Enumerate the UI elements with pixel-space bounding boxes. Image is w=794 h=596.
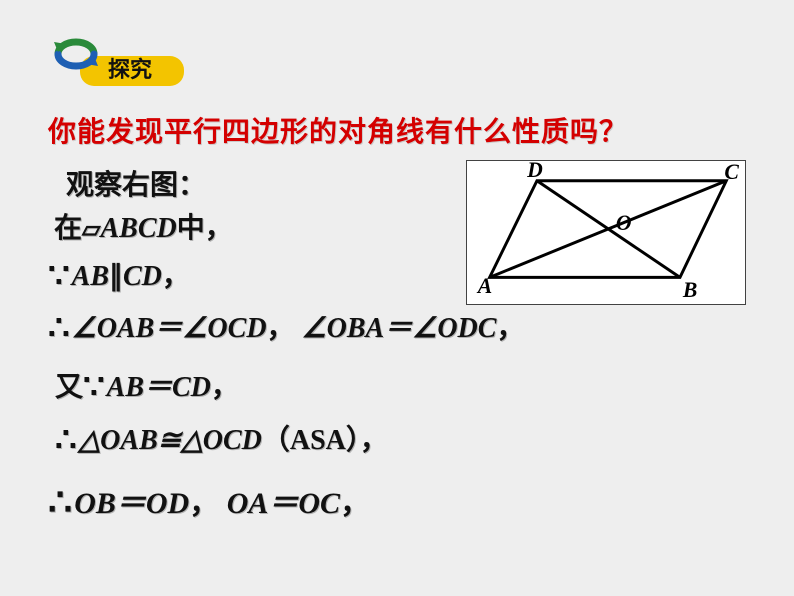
asa-close: ） bbox=[346, 425, 360, 456]
congruent-symbol: ≅ bbox=[158, 425, 181, 456]
explore-badge: 探究 bbox=[48, 30, 188, 90]
in-suffix: 中， bbox=[177, 213, 233, 244]
ab-text: AB bbox=[72, 261, 109, 292]
cd-text: CD bbox=[123, 261, 162, 292]
label-A: A bbox=[476, 274, 492, 298]
tri-oab: △OAB bbox=[79, 425, 158, 456]
parallelogram-diagram: A B C D O bbox=[466, 160, 746, 305]
because-symbol: ∵ bbox=[48, 258, 72, 295]
label-O: O bbox=[616, 211, 632, 235]
therefore-final-line: ∴OB＝OD， OA＝OC， bbox=[48, 474, 748, 533]
angle-eq-2: ∠OBA＝∠ODC bbox=[302, 313, 497, 344]
therefore-congruent-line: ∴△OAB≅△OCD（ASA）， bbox=[48, 415, 748, 468]
parallel-symbol: ∥ bbox=[109, 261, 123, 292]
abcd-text: ABCD bbox=[100, 213, 176, 244]
tri-ocd: △OCD bbox=[181, 425, 262, 456]
parallelogram-symbol: ▱ bbox=[82, 217, 100, 243]
asa-open: （ bbox=[262, 425, 290, 456]
comma-6: ， bbox=[189, 487, 219, 520]
comma-4: ， bbox=[211, 372, 239, 403]
again-text: 又 bbox=[55, 372, 83, 403]
comma-1: ， bbox=[162, 261, 190, 292]
question-text: 你能发现平行四边形的对角线有什么性质吗？ bbox=[48, 110, 748, 150]
comma-2: ， bbox=[267, 313, 295, 344]
therefore-angles-line: ∴∠OAB＝∠OCD， ∠OBA＝∠ODC， bbox=[48, 303, 748, 356]
therefore-symbol-1: ∴ bbox=[48, 310, 72, 347]
comma-5: ， bbox=[360, 425, 388, 456]
therefore-symbol-3: ∴ bbox=[48, 482, 74, 524]
comma-7: ， bbox=[340, 487, 370, 520]
comma-3: ， bbox=[496, 313, 524, 344]
label-C: C bbox=[724, 161, 739, 184]
ob-od: OB＝OD bbox=[74, 487, 189, 520]
because-symbol-2: ∵ bbox=[83, 369, 107, 406]
label-D: D bbox=[526, 161, 543, 182]
in-prefix: 在 bbox=[54, 213, 82, 244]
also-because-line: 又∵AB＝CD， bbox=[48, 362, 748, 415]
angle-eq-1: ∠OAB＝∠OCD bbox=[72, 313, 267, 344]
ab-eq-cd: AB＝CD bbox=[107, 372, 211, 403]
oa-oc: OA＝OC bbox=[227, 487, 340, 520]
therefore-symbol-2: ∴ bbox=[55, 422, 79, 459]
label-B: B bbox=[682, 278, 697, 302]
asa-text: ASA bbox=[290, 425, 346, 456]
badge-label: 探究 bbox=[108, 57, 152, 82]
